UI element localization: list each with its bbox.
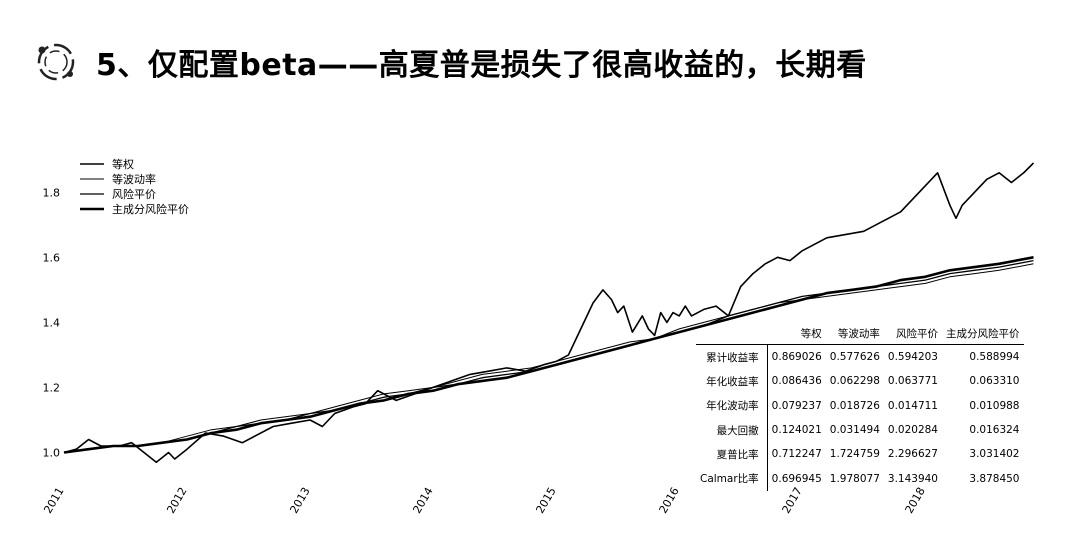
table-cell: 0.016324 — [969, 424, 1020, 437]
x-tick-label: 2012 — [164, 485, 189, 516]
x-tick-label: 2011 — [41, 485, 66, 516]
table-cell: 0.031494 — [829, 424, 880, 437]
x-tick-label: 2016 — [657, 485, 682, 516]
table-cell: 0.020284 — [887, 424, 938, 437]
page-title: 5、仅配置beta——高夏普是损失了很高收益的，长期看 — [96, 48, 867, 83]
x-tick-label: 2015 — [533, 485, 558, 516]
table-row: 夏普比率 0.712247 1.724759 2.296627 3.031402 — [696, 442, 1024, 467]
y-tick-label: 1.8 — [43, 186, 61, 199]
table-cell: 0.063310 — [969, 375, 1020, 388]
orbit-logo-icon — [37, 43, 75, 81]
y-tick-label: 1.2 — [43, 381, 61, 394]
col-header: 等波动率 — [825, 322, 884, 345]
row-label: 年化波动率 — [696, 393, 768, 418]
table-cell: 0.577626 — [829, 351, 880, 364]
table-cell: 0.014711 — [887, 399, 938, 412]
table-cell: 1.724759 — [829, 448, 880, 461]
table-cell: 1.978077 — [829, 472, 880, 485]
row-label: 年化收益率 — [696, 369, 768, 394]
table-row: 最大回撤 0.124021 0.031494 0.020284 0.016324 — [696, 417, 1024, 443]
table-cell: 0.594203 — [887, 351, 938, 364]
x-tick-label: 2013 — [287, 485, 312, 516]
col-header: 等权 — [767, 322, 826, 345]
row-label: 夏普比率 — [696, 442, 768, 467]
table-cell: 3.031402 — [969, 448, 1020, 461]
row-label: 最大回撤 — [696, 417, 768, 443]
table-cell: 0.079237 — [771, 399, 822, 412]
y-tick-label: 1.4 — [43, 316, 61, 329]
legend-label: 等波动率 — [112, 172, 156, 186]
y-tick-label: 1.6 — [43, 251, 61, 264]
table-cell: 0.010988 — [969, 399, 1020, 412]
table-row: Calmar比率 0.696945 1.978077 3.143940 3.87… — [696, 466, 1024, 491]
table-cell: 0.086436 — [771, 375, 822, 388]
y-axis: 1.0 1.2 1.4 1.6 1.8 — [43, 186, 61, 459]
table-cell: 0.062298 — [829, 375, 880, 388]
legend-label: 主成分风险平价 — [112, 202, 189, 216]
legend-label: 风险平价 — [112, 187, 156, 201]
col-header: 风险平价 — [883, 322, 942, 345]
row-label: Calmar比率 — [696, 466, 768, 491]
series-line — [63, 162, 1035, 464]
table-row: 年化收益率 0.086436 0.062298 0.063771 0.06331… — [696, 369, 1024, 394]
table-cell: 0.124021 — [771, 424, 822, 437]
series-line — [63, 256, 1034, 454]
table-cell: 0.696945 — [771, 472, 822, 485]
y-tick-label: 1.0 — [43, 446, 61, 459]
table-header-row: 等权 等波动率 风险平价 主成分风险平价 — [696, 322, 1024, 345]
table-row: 年化波动率 0.079237 0.018726 0.014711 0.01098… — [696, 393, 1024, 418]
table-cell: 3.878450 — [969, 472, 1020, 485]
table-cell: 0.063771 — [887, 375, 938, 388]
series-lines — [63, 162, 1035, 464]
table-cell: 0.588994 — [969, 351, 1020, 364]
stats-table: 等权 等波动率 风险平价 主成分风险平价 累计收益率 0.869026 0.57… — [696, 322, 1024, 491]
x-tick-label: 2014 — [410, 485, 435, 516]
table-cell: 2.296627 — [887, 448, 938, 461]
table-cell: 0.869026 — [771, 351, 822, 364]
col-header: 主成分风险平价 — [942, 322, 1024, 345]
table-cell: 0.712247 — [771, 448, 822, 461]
table-row: 累计收益率 0.869026 0.577626 0.594203 0.58899… — [696, 344, 1024, 370]
table-cell: 3.143940 — [887, 472, 938, 485]
table-corner — [696, 322, 768, 345]
legend-label: 等权 — [112, 157, 134, 171]
series-line — [63, 263, 1034, 453]
table-cell: 0.018726 — [829, 399, 880, 412]
row-label: 累计收益率 — [696, 344, 768, 370]
